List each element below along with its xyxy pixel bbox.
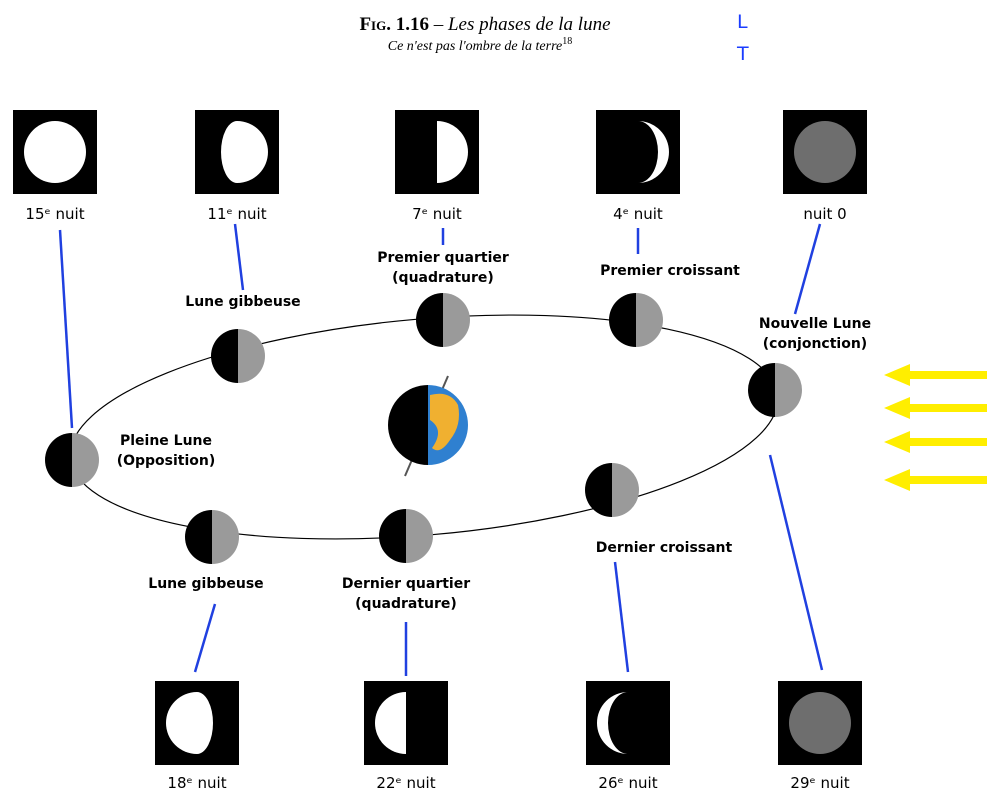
orbit-label: Premier croissant xyxy=(600,263,740,279)
orbit-label-line: (quadrature) xyxy=(355,596,457,612)
connector xyxy=(615,562,628,672)
connector xyxy=(795,224,820,314)
orbit-moon xyxy=(416,293,470,347)
moon-dark xyxy=(379,509,406,563)
phase-icon xyxy=(195,110,279,194)
orbit-label-line: (Opposition) xyxy=(117,453,216,469)
title: Les phases de la lune xyxy=(447,14,611,35)
orbit-label-line: (quadrature) xyxy=(392,270,494,286)
phase-label: 15ᵉ nuit xyxy=(25,205,84,223)
moon-lit xyxy=(636,293,663,347)
phase-icon xyxy=(783,110,867,194)
orbit-label-line: Premier croissant xyxy=(600,263,740,279)
phase-icon xyxy=(364,681,448,765)
earth xyxy=(388,376,468,476)
orbit-moon xyxy=(185,510,239,564)
phase-label: nuit 0 xyxy=(803,205,846,223)
moon xyxy=(789,692,851,754)
orbit-label-line: (conjonction) xyxy=(763,336,867,352)
orbit-label-line: Pleine Lune xyxy=(120,433,212,449)
moon-dark xyxy=(45,433,72,487)
orbit-label: Pleine Lune (Opposition) xyxy=(117,433,216,469)
marker: T xyxy=(736,43,749,65)
moon-lit xyxy=(238,329,265,383)
caption-subtitle: Ce n'est pas l'ombre de la terre18 xyxy=(388,36,572,54)
moon-lit xyxy=(612,463,639,517)
orbit-moon xyxy=(379,509,433,563)
moon-dark xyxy=(416,293,443,347)
connector xyxy=(235,224,243,290)
phase-icon xyxy=(778,681,862,765)
phase-label: 26ᵉ nuit xyxy=(598,774,657,792)
subtitle: Ce n'est pas l'ombre de la terre xyxy=(388,39,562,54)
moon xyxy=(794,121,856,183)
moon-dark xyxy=(585,463,612,517)
orbit-label: Nouvelle Lune (conjonction) xyxy=(759,316,871,352)
phase-label: 11ᵉ nuit xyxy=(207,205,266,223)
orbit-label-line: Dernier quartier xyxy=(342,576,470,592)
footnote: 18 xyxy=(562,36,572,47)
orbit-label-line: Lune gibbeuse xyxy=(185,294,300,310)
figure-number: Fig. 1.16 xyxy=(359,14,429,35)
phase-label: 4ᵉ nuit xyxy=(613,205,663,223)
phase-icon xyxy=(596,110,680,194)
phase-label: 29ᵉ nuit xyxy=(790,774,849,792)
moon-dark xyxy=(185,510,212,564)
orbit-moon xyxy=(45,433,99,487)
moon xyxy=(24,121,86,183)
moon-dark xyxy=(211,329,238,383)
phase-label: 7ᵉ nuit xyxy=(412,205,462,223)
connector xyxy=(195,604,215,672)
separator: – xyxy=(433,14,444,35)
phase-icon xyxy=(13,110,97,194)
orbit-moon xyxy=(585,463,639,517)
moon-lit xyxy=(775,363,802,417)
orbit-label-line: Premier quartier xyxy=(377,250,509,266)
orbit-label: Lune gibbeuse xyxy=(185,294,300,310)
moon-dark xyxy=(748,363,775,417)
connector xyxy=(770,455,822,670)
caption-title: Fig. 1.16 – Les phases de la lune xyxy=(359,14,610,35)
orbit-moon xyxy=(211,329,265,383)
orbit-label-line: Lune gibbeuse xyxy=(148,576,263,592)
orbit-label: Premier quartier (quadrature) xyxy=(377,250,509,286)
orbit-label-line: Dernier croissant xyxy=(596,540,733,556)
moon-lit xyxy=(212,510,239,564)
moon-lit xyxy=(443,293,470,347)
phase-label: 18ᵉ nuit xyxy=(167,774,226,792)
orbit-label-line: Nouvelle Lune xyxy=(759,316,871,332)
moon-lit xyxy=(72,433,99,487)
orbit-moon xyxy=(748,363,802,417)
diagram: Fig. 1.16 – Les phases de la lune Ce n'e… xyxy=(0,0,987,793)
moon-lit xyxy=(406,509,433,563)
phase-icon xyxy=(155,681,239,765)
orbit-label: Lune gibbeuse xyxy=(148,576,263,592)
orbit-label: Dernier quartier (quadrature) xyxy=(342,576,470,612)
sun-rays xyxy=(884,364,987,491)
orbit-moon xyxy=(609,293,663,347)
marker: L xyxy=(737,11,748,33)
phase-label: 22ᵉ nuit xyxy=(376,774,435,792)
phase-icon xyxy=(395,110,479,194)
orbit-label: Dernier croissant xyxy=(596,540,733,556)
connector xyxy=(60,230,72,428)
phase-icon xyxy=(586,681,670,765)
moon-dark xyxy=(609,293,636,347)
